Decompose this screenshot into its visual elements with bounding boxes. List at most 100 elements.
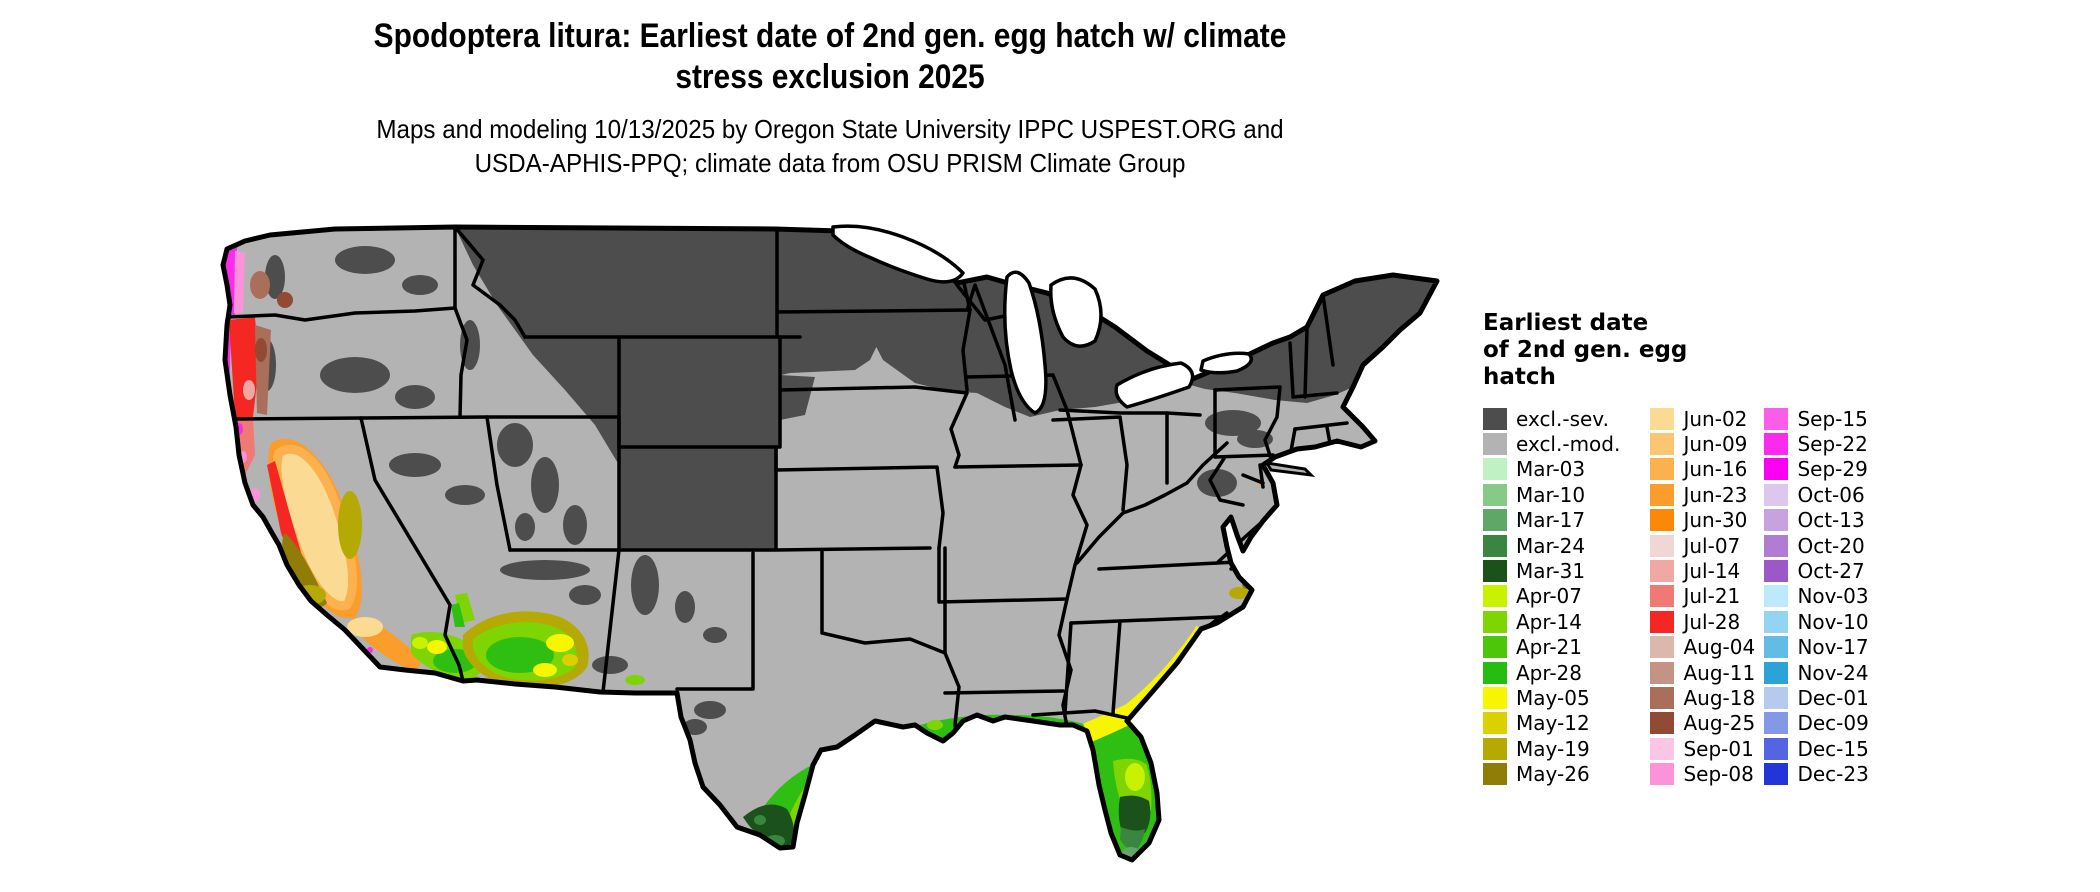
legend-label: excl.-mod. (1516, 432, 1621, 457)
legend-swatch (1483, 458, 1507, 481)
legend-label: Oct-20 (1797, 533, 1865, 558)
legend-swatch (1483, 661, 1507, 684)
legend-label: Apr-07 (1516, 584, 1582, 609)
legend-swatch (1650, 458, 1675, 481)
legend-swatch (1650, 407, 1675, 430)
legend-row: Oct-13 (1764, 508, 1923, 533)
legend-row: Oct-27 (1764, 558, 1923, 583)
legend-label: Mar-17 (1516, 508, 1586, 533)
legend-label: Dec-09 (1797, 711, 1869, 736)
legend-column-1: excl.-sev. excl.-mod. Mar-03 Mar-10 Mar-17 Ma… (1483, 406, 1650, 787)
legend-label: Aug-04 (1683, 635, 1756, 660)
legend-row: Sep-29 (1764, 457, 1923, 482)
legend-swatch (1483, 483, 1507, 506)
legend-swatch (1650, 585, 1675, 608)
legend-label: Dec-01 (1797, 685, 1869, 710)
legend-label: Aug-25 (1683, 711, 1756, 736)
legend-swatch (1650, 433, 1675, 456)
legend-swatch (1650, 686, 1675, 709)
legend-row: Mar-17 (1483, 508, 1650, 533)
legend-row: Aug-11 (1650, 660, 1764, 685)
legend-label: Sep-22 (1797, 432, 1868, 457)
legend-label: Sep-08 (1683, 762, 1754, 787)
legend-swatch (1483, 407, 1507, 430)
legend-label: Nov-17 (1797, 635, 1869, 660)
legend-row: Jun-16 (1650, 457, 1764, 482)
legend-row: Sep-08 (1650, 761, 1764, 786)
legend-row: Nov-17 (1764, 635, 1923, 660)
legend-swatch (1483, 585, 1507, 608)
legend-title: Earliest date of 2nd gen. egg hatch (1483, 310, 1923, 391)
legend-title-line3: hatch (1483, 364, 1556, 390)
legend-swatch (1483, 636, 1507, 659)
legend-swatch (1764, 737, 1789, 760)
legend-label: Mar-24 (1516, 533, 1586, 558)
legend-swatch (1483, 763, 1507, 786)
legend-row: excl.-sev. (1483, 406, 1650, 431)
legend-label: Oct-27 (1797, 559, 1865, 584)
legend-swatch (1764, 534, 1789, 557)
legend-swatch (1483, 534, 1507, 557)
legend-label: Apr-14 (1516, 609, 1582, 634)
legend-row: Nov-03 (1764, 584, 1923, 609)
map-fill-layers (223, 227, 1437, 860)
legend-row: Jun-09 (1650, 431, 1764, 456)
legend-swatch (1483, 686, 1507, 709)
legend-swatch (1764, 712, 1789, 735)
legend-label: Mar-10 (1516, 482, 1586, 507)
legend-row: Jul-21 (1650, 584, 1764, 609)
legend-row: Dec-15 (1764, 736, 1923, 761)
us-pest-map (215, 165, 1465, 885)
legend-swatch (1764, 509, 1789, 532)
legend-swatch (1483, 509, 1507, 532)
legend-label: Dec-23 (1797, 762, 1869, 787)
legend-row: May-26 (1483, 761, 1650, 786)
legend-label: Nov-03 (1797, 584, 1869, 609)
legend-swatch (1764, 636, 1789, 659)
legend-swatch (1650, 534, 1675, 557)
legend-row: Nov-10 (1764, 609, 1923, 634)
map-subtitle: Maps and modeling 10/13/2025 by Oregon S… (0, 112, 1660, 180)
legend-row: Jun-02 (1650, 406, 1764, 431)
legend-label: Jun-09 (1683, 432, 1748, 457)
legend-row: Dec-01 (1764, 685, 1923, 710)
legend: Earliest date of 2nd gen. egg hatch excl… (1483, 310, 1923, 787)
legend-swatch (1483, 737, 1507, 760)
legend-swatch (1650, 763, 1675, 786)
legend-label: Oct-13 (1797, 508, 1865, 533)
legend-row: Mar-10 (1483, 482, 1650, 507)
legend-label: Aug-11 (1683, 660, 1756, 685)
legend-swatch (1764, 661, 1789, 684)
legend-label: Aug-18 (1683, 685, 1756, 710)
legend-swatch (1650, 737, 1675, 760)
legend-label: excl.-sev. (1516, 406, 1609, 431)
legend-swatch (1483, 610, 1507, 633)
legend-swatch (1650, 661, 1675, 684)
legend-column-2: Jun-02 Jun-09 Jun-16 Jun-23 Jun-30 Jul-07 Jul-… (1650, 406, 1764, 787)
legend-swatch (1764, 433, 1789, 456)
legend-title-line2: of 2nd gen. egg (1483, 337, 1688, 363)
legend-swatch (1764, 686, 1789, 709)
legend-row: Aug-18 (1650, 685, 1764, 710)
legend-row: Sep-01 (1650, 736, 1764, 761)
legend-row: Jul-07 (1650, 533, 1764, 558)
long-island (1264, 461, 1316, 478)
legend-label: Dec-15 (1797, 736, 1869, 761)
legend-swatch (1483, 712, 1507, 735)
legend-swatch (1764, 458, 1789, 481)
legend-label: May-12 (1516, 711, 1590, 736)
legend-row: Oct-06 (1764, 482, 1923, 507)
map-header: Spodoptera litura: Earliest date of 2nd … (0, 16, 1660, 180)
legend-row: Aug-25 (1650, 711, 1764, 736)
legend-label: Nov-10 (1797, 609, 1869, 634)
legend-label: Oct-06 (1797, 482, 1865, 507)
legend-row: Oct-20 (1764, 533, 1923, 558)
legend-row: Mar-24 (1483, 533, 1650, 558)
us-map-svg (220, 224, 1440, 863)
legend-row: Mar-03 (1483, 457, 1650, 482)
great-lakes (831, 224, 1253, 415)
legend-row: Sep-15 (1764, 406, 1923, 431)
legend-label: May-19 (1516, 736, 1590, 761)
legend-label: Jul-07 (1683, 533, 1741, 558)
